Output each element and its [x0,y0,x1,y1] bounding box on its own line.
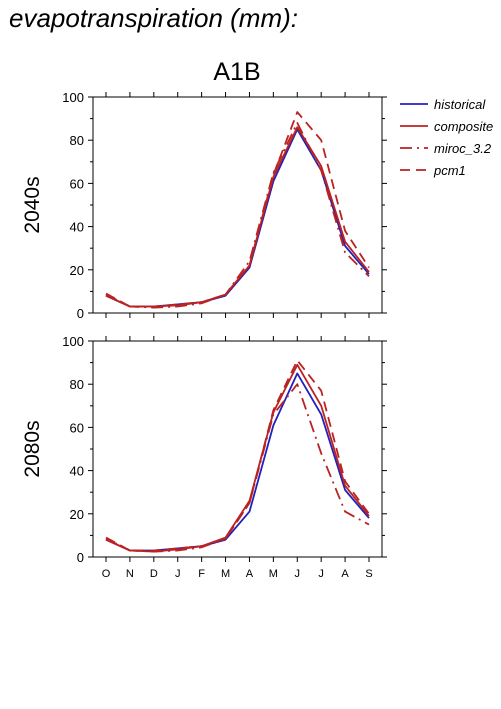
legend-label-historical: historical [434,97,486,112]
y-tick-label: 0 [77,550,84,565]
series-line-pcm1 [105,111,370,308]
period-label: 2040s [21,176,44,233]
x-tick-label: O [102,568,111,580]
x-tick-label: N [126,568,134,580]
x-tick-label: M [221,568,230,580]
x-tick-label: A [246,568,254,580]
legend-label-composite: composite [434,119,493,134]
page-title: evapotranspiration (mm): [9,3,298,33]
x-tick-label: D [150,568,158,580]
legend-label-miroc-3-2: miroc_3.2 [434,141,492,156]
y-tick-label: 20 [70,263,84,278]
series-line-composite [105,126,370,308]
y-tick-label: 100 [62,334,84,349]
x-tick-label: J [295,568,301,580]
series-line-historical [105,372,370,552]
y-tick-label: 100 [62,90,84,105]
period-label: 2080s [21,420,44,477]
series-line-pcm1 [105,359,370,552]
y-tick-label: 60 [70,420,84,435]
x-tick-label: J [175,568,181,580]
x-tick-label: J [318,568,324,580]
legend-label-pcm1: pcm1 [433,163,466,178]
scenario-title: A1B [213,58,260,86]
y-tick-label: 60 [70,176,84,191]
x-tick-label: S [365,568,372,580]
series-line-miroc-3-2 [105,122,370,309]
y-tick-label: 0 [77,306,84,321]
y-tick-label: 20 [70,507,84,522]
chart-panel-2080s: 2080s 0 20 40 60 80 100 O N D J F M A M J J A S [21,334,387,580]
chart-panel-2040s: 2040s 0 20 40 60 80 100 [21,90,387,321]
y-tick-label: 40 [70,464,84,479]
x-tick-label: M [269,568,278,580]
x-tick-label: A [341,568,349,580]
y-tick-label: 80 [70,133,84,148]
y-tick-label: 40 [70,220,84,235]
x-tick-label: F [198,568,205,580]
y-tick-label: 80 [70,377,84,392]
series-line-composite [105,363,370,553]
legend: historical composite miroc_3.2 pcm1 [400,97,493,178]
